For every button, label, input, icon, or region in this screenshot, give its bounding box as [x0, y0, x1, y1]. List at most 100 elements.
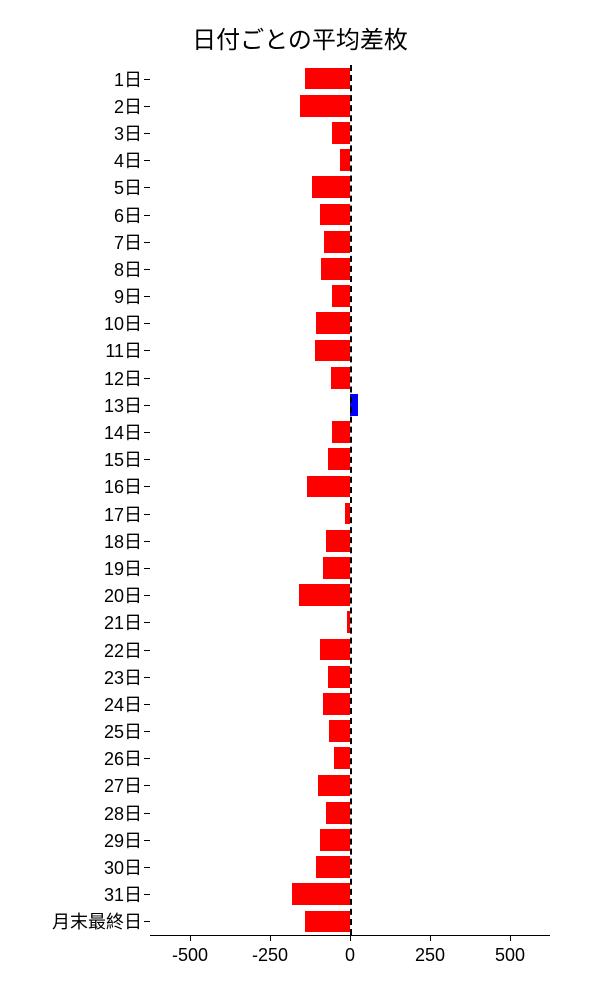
bar: [326, 802, 350, 824]
bar: [312, 176, 350, 198]
bar: [321, 258, 350, 280]
x-tick-label: 250: [415, 945, 445, 966]
y-axis-label: 4日: [114, 147, 142, 173]
y-axis-label: 27日: [104, 772, 142, 798]
y-tick-mark: [144, 133, 150, 134]
bar: [331, 367, 350, 389]
y-axis-label: 22日: [104, 637, 142, 663]
y-axis-label: 25日: [104, 718, 142, 744]
y-axis-label: 31日: [104, 881, 142, 907]
bar: [292, 883, 350, 905]
bar: [332, 285, 350, 307]
y-axis-label: 13日: [104, 392, 142, 418]
y-tick-mark: [144, 486, 150, 487]
y-axis-label: 2日: [114, 93, 142, 119]
y-axis-label: 18日: [104, 528, 142, 554]
y-tick-mark: [144, 106, 150, 107]
y-axis-label: 28日: [104, 800, 142, 826]
y-axis-label: 7日: [114, 229, 142, 255]
y-axis-label: 11日: [105, 337, 142, 363]
y-axis-label: 6日: [114, 202, 142, 228]
x-tick: 250: [415, 935, 445, 966]
y-tick-mark: [144, 378, 150, 379]
bar: [315, 340, 350, 362]
chart-title: 日付ごとの平均差枚: [0, 0, 600, 65]
y-tick-mark: [144, 813, 150, 814]
y-tick-mark: [144, 79, 150, 80]
y-tick-mark: [144, 731, 150, 732]
y-tick-mark: [144, 269, 150, 270]
y-axis-label: 19日: [104, 555, 142, 581]
y-axis-label: 3日: [114, 120, 142, 146]
y-tick-mark: [144, 296, 150, 297]
x-tick-mark: [429, 935, 430, 941]
bar: [320, 639, 350, 661]
bar: [329, 720, 350, 742]
bar: [318, 775, 350, 797]
bar: [299, 584, 350, 606]
bar: [324, 231, 350, 253]
y-tick-mark: [144, 350, 150, 351]
y-axis-label: 1日: [114, 66, 142, 92]
y-axis-label: 5日: [114, 174, 142, 200]
x-tick: -250: [252, 935, 288, 966]
x-tick: 0: [345, 935, 355, 966]
y-tick-mark: [144, 785, 150, 786]
y-tick-mark: [144, 568, 150, 569]
x-tick-label: 500: [495, 945, 525, 966]
y-axis-label: 14日: [104, 419, 142, 445]
y-axis-label: 16日: [104, 473, 142, 499]
y-axis-label: 23日: [104, 664, 142, 690]
x-tick-mark: [270, 935, 271, 941]
y-tick-mark: [144, 650, 150, 651]
bar: [328, 666, 350, 688]
y-tick-mark: [144, 323, 150, 324]
bar: [328, 448, 350, 470]
y-tick-mark: [144, 758, 150, 759]
y-tick-mark: [144, 921, 150, 922]
bar: [340, 149, 350, 171]
y-tick-mark: [144, 867, 150, 868]
bar: [307, 476, 350, 498]
y-axis-label: 26日: [104, 745, 142, 771]
chart-container: 日付ごとの平均差枚 1日2日3日4日5日6日7日8日9日10日11日12日13日…: [0, 0, 600, 1000]
y-tick-mark: [144, 242, 150, 243]
y-axis-label: 17日: [104, 501, 142, 527]
y-tick-mark: [144, 459, 150, 460]
bar: [323, 693, 350, 715]
y-tick-mark: [144, 514, 150, 515]
x-tick-label: -250: [252, 945, 288, 966]
y-tick-mark: [144, 215, 150, 216]
y-tick-mark: [144, 405, 150, 406]
y-axis-label: 29日: [104, 827, 142, 853]
x-tick-mark: [349, 935, 350, 941]
y-tick-mark: [144, 840, 150, 841]
y-tick-mark: [144, 541, 150, 542]
y-axis-label: 8日: [114, 256, 142, 282]
y-tick-mark: [144, 432, 150, 433]
x-tick-mark: [190, 935, 191, 941]
y-axis-label: 10日: [104, 310, 142, 336]
y-tick-mark: [144, 160, 150, 161]
bar: [323, 557, 350, 579]
x-tick-label: 0: [345, 945, 355, 966]
y-tick-mark: [144, 187, 150, 188]
y-tick-mark: [144, 677, 150, 678]
y-axis-label: 15日: [104, 446, 142, 472]
bar: [332, 421, 350, 443]
y-axis-label: 月末最終日: [52, 908, 142, 934]
zero-line: [350, 65, 352, 935]
y-tick-mark: [144, 622, 150, 623]
bar: [332, 122, 350, 144]
bar: [300, 95, 350, 117]
x-tick-label: -500: [172, 945, 208, 966]
y-tick-mark: [144, 894, 150, 895]
bar: [320, 829, 350, 851]
y-axis-label: 12日: [104, 365, 142, 391]
y-axis-label: 20日: [104, 582, 142, 608]
plot-area: 1日2日3日4日5日6日7日8日9日10日11日12日13日14日15日16日1…: [150, 65, 550, 935]
x-tick: 500: [495, 935, 525, 966]
y-axis-label: 21日: [104, 609, 142, 635]
y-axis-label: 24日: [104, 691, 142, 717]
y-tick-mark: [144, 704, 150, 705]
